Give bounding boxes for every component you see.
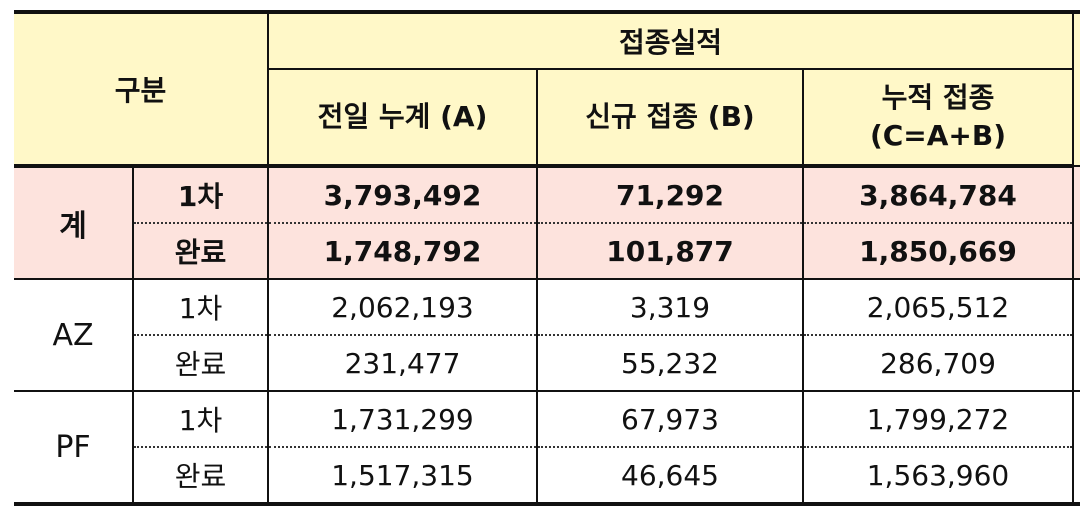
dose-label: 1차 <box>133 279 269 336</box>
cell-new: 55,232 <box>537 335 804 392</box>
header-cumulative-line1: 누적 접종 <box>881 81 995 114</box>
group-label-az: AZ <box>14 279 134 392</box>
row-edge-cell <box>1073 279 1080 335</box>
dose-label: 완료 <box>133 223 269 280</box>
cell-new: 71,292 <box>537 166 804 224</box>
cell-new: 67,973 <box>537 391 804 448</box>
group-label-total: 계 <box>14 166 134 280</box>
header-category: 구분 <box>14 10 269 168</box>
cell-cumulative: 1,799,272 <box>803 391 1074 448</box>
row-edge-cell <box>1073 391 1080 447</box>
row-edge-cell <box>1073 447 1080 506</box>
cell-previous-total: 1,731,299 <box>268 391 538 448</box>
vaccination-results-table: 구분 접종실적 전일 누계 (A) 신규 접종 (B) 누적 접종 (C=A+B… <box>14 10 1080 506</box>
header-edge-cell <box>1073 10 1080 167</box>
cell-cumulative: 1,563,960 <box>803 447 1074 506</box>
cell-previous-total: 1,748,792 <box>268 223 538 280</box>
row-edge-cell <box>1073 166 1080 223</box>
cell-cumulative: 3,864,784 <box>803 166 1074 224</box>
header-cumulative: 누적 접종 (C=A+B) <box>803 69 1074 168</box>
table-row: AZ 1차 2,062,193 3,319 2,065,512 <box>14 279 1080 392</box>
cell-new: 46,645 <box>537 447 804 506</box>
cell-cumulative: 1,850,669 <box>803 223 1074 280</box>
cell-new: 101,877 <box>537 223 804 280</box>
dose-label: 완료 <box>133 447 269 506</box>
dose-label: 1차 <box>133 166 269 224</box>
table-row: 계 1차 3,793,492 71,292 3,864,784 <box>14 166 1080 280</box>
cell-cumulative: 2,065,512 <box>803 279 1074 336</box>
cell-cumulative: 286,709 <box>803 335 1074 392</box>
dose-label: 완료 <box>133 335 269 392</box>
header-cumulative-line2: (C=A+B) <box>869 119 1007 152</box>
vaccination-table-wrapper: 구분 접종실적 전일 누계 (A) 신규 접종 (B) 누적 접종 (C=A+B… <box>14 10 1080 506</box>
header-new-vaccinations: 신규 접종 (B) <box>537 69 804 168</box>
cell-previous-total: 231,477 <box>268 335 538 392</box>
table-row: 완료 1,517,315 46,645 1,563,960 <box>14 447 1080 506</box>
cell-previous-total: 1,517,315 <box>268 447 538 506</box>
row-edge-cell <box>1073 223 1080 280</box>
header-previous-total: 전일 누계 (A) <box>268 69 538 168</box>
group-label-pf: PF <box>14 391 134 506</box>
table-row: 완료 231,477 55,232 286,709 <box>14 335 1080 392</box>
dose-label: 1차 <box>133 391 269 448</box>
cell-previous-total: 2,062,193 <box>268 279 538 336</box>
table-row: 완료 1,748,792 101,877 1,850,669 <box>14 223 1080 280</box>
table-row: PF 1차 1,731,299 67,973 1,799,272 <box>14 391 1080 506</box>
cell-new: 3,319 <box>537 279 804 336</box>
row-edge-cell <box>1073 335 1080 392</box>
cell-previous-total: 3,793,492 <box>268 166 538 224</box>
header-vaccination-results: 접종실적 <box>268 10 1074 70</box>
